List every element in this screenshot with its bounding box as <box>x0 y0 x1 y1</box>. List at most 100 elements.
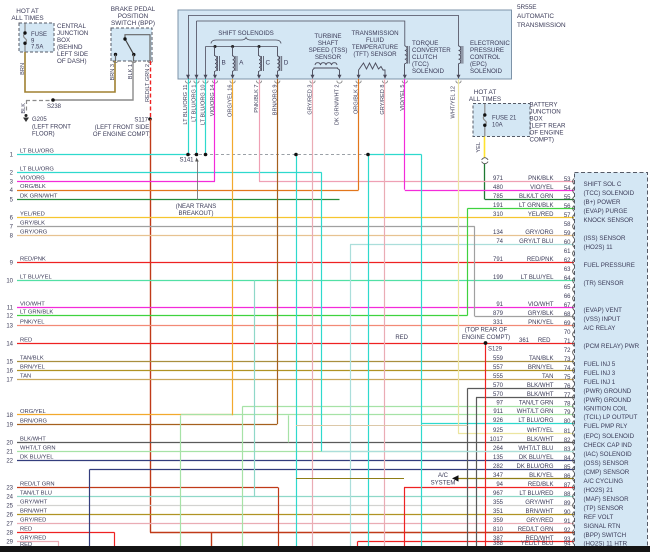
svg-text:71: 71 <box>564 339 571 345</box>
svg-text:SOLENOID: SOLENOID <box>412 68 445 75</box>
svg-text:FUEL INJ 5: FUEL INJ 5 <box>584 361 616 368</box>
svg-text:134: 134 <box>493 230 504 236</box>
svg-text:VIO/WHT: VIO/WHT <box>20 302 45 308</box>
svg-text:LT BLU/ORG: LT BLU/ORG <box>20 167 54 173</box>
svg-text:S129: S129 <box>488 347 503 353</box>
svg-text:70: 70 <box>564 330 571 336</box>
svg-text:ORG/BLK: ORG/BLK <box>20 184 46 190</box>
svg-text:92: 92 <box>564 528 571 534</box>
svg-text:FUEL PMP RLY: FUEL PMP RLY <box>584 423 628 430</box>
svg-text:1017: 1017 <box>490 437 504 443</box>
svg-text:(NEAR TRANS: (NEAR TRANS <box>176 204 217 210</box>
svg-text:GRY/BLK: GRY/BLK <box>528 311 554 317</box>
svg-text:791: 791 <box>493 257 504 263</box>
svg-text:73: 73 <box>564 357 571 363</box>
svg-text:YEL: YEL <box>476 142 482 153</box>
svg-text:62: 62 <box>564 258 571 264</box>
svg-text:264: 264 <box>493 446 504 452</box>
svg-text:IGNITION COIL: IGNITION COIL <box>584 406 628 413</box>
svg-text:83: 83 <box>564 447 571 453</box>
svg-text:PNK/YEL: PNK/YEL <box>528 320 554 326</box>
svg-text:HOT AT: HOT AT <box>474 89 497 96</box>
svg-text:67: 67 <box>564 303 571 309</box>
svg-text:POSITION: POSITION <box>118 13 149 20</box>
svg-text:RED/LT GRN: RED/LT GRN <box>20 482 55 488</box>
svg-text:(VSS) INPUT: (VSS) INPUT <box>584 316 621 323</box>
svg-text:91: 91 <box>564 519 571 525</box>
svg-text:63: 63 <box>564 267 571 273</box>
svg-text:(TCC): (TCC) <box>412 61 429 68</box>
svg-text:HOT AT: HOT AT <box>16 8 39 15</box>
svg-text:BLK 1: BLK 1 <box>128 64 134 79</box>
svg-text:PRESSURE: PRESSURE <box>470 47 504 54</box>
svg-text:29: 29 <box>6 539 13 545</box>
svg-text:65: 65 <box>564 285 571 291</box>
svg-text:LT GRN/BLK: LT GRN/BLK <box>20 310 53 316</box>
svg-text:LT BLU/RED: LT BLU/RED <box>519 491 554 497</box>
svg-text:GRY/ORG: GRY/ORG <box>20 230 48 236</box>
svg-text:FUEL INJ 3: FUEL INJ 3 <box>584 370 616 377</box>
svg-text:10A: 10A <box>492 123 503 129</box>
svg-text:66: 66 <box>564 294 571 300</box>
svg-text:387: 387 <box>493 536 504 542</box>
svg-text:93: 93 <box>564 537 571 543</box>
svg-text:74: 74 <box>496 239 503 245</box>
svg-text:TRANSMISSION: TRANSMISSION <box>351 30 398 37</box>
svg-text:BREAKOUT): BREAKOUT) <box>178 211 213 217</box>
svg-text:BLK/WHT: BLK/WHT <box>527 392 554 398</box>
svg-text:(EPC): (EPC) <box>470 61 487 68</box>
svg-text:21: 21 <box>6 449 13 455</box>
svg-text:RED: RED <box>20 338 32 344</box>
svg-text:7.5A: 7.5A <box>31 45 43 51</box>
svg-text:A/C: A/C <box>438 473 449 479</box>
svg-text:SHIFT SOL C: SHIFT SOL C <box>584 181 622 188</box>
svg-text:15: 15 <box>6 359 13 365</box>
svg-text:3: 3 <box>10 179 14 185</box>
svg-text:(TCIL) LP OUTPUT: (TCIL) LP OUTPUT <box>584 414 638 421</box>
svg-text:SWITCH (BPP): SWITCH (BPP) <box>111 20 155 27</box>
svg-text:VIO/ORG: VIO/ORG <box>20 176 45 182</box>
svg-text:CHECK CAP IND: CHECK CAP IND <box>584 442 633 449</box>
svg-text:RED/LT GRN: RED/LT GRN <box>518 527 554 533</box>
svg-text:810: 810 <box>493 527 504 533</box>
svg-text:(LEFT FRONT SIDE: (LEFT FRONT SIDE <box>95 125 149 131</box>
svg-text:G205: G205 <box>32 117 47 123</box>
svg-text:911: 911 <box>493 409 503 415</box>
svg-text:22: 22 <box>6 458 13 464</box>
svg-text:359: 359 <box>493 518 504 524</box>
svg-text:97: 97 <box>496 401 503 407</box>
svg-text:310: 310 <box>493 212 504 218</box>
svg-text:BRN: BRN <box>20 63 26 75</box>
svg-text:94: 94 <box>564 542 571 548</box>
svg-text:82: 82 <box>564 438 571 444</box>
svg-text:61: 61 <box>564 249 571 255</box>
svg-text:90: 90 <box>564 510 571 516</box>
svg-text:(LEFT FRONT: (LEFT FRONT <box>32 125 71 131</box>
svg-text:YEL/LT BLU: YEL/LT BLU <box>521 541 554 547</box>
svg-text:VIO/YEL: VIO/YEL <box>530 185 554 191</box>
svg-text:OF DASH): OF DASH) <box>57 58 87 65</box>
svg-text:13: 13 <box>6 323 13 329</box>
svg-text:GRY/RED 3: GRY/RED 3 <box>308 85 314 115</box>
svg-text:COMPT): COMPT) <box>530 137 554 144</box>
svg-text:B: B <box>222 60 226 67</box>
svg-text:(B+) POWER: (B+) POWER <box>584 199 621 206</box>
svg-text:TAN/BLK: TAN/BLK <box>529 356 554 362</box>
svg-text:YEL/RED: YEL/RED <box>528 212 554 218</box>
svg-text:926: 926 <box>493 418 504 424</box>
svg-text:ENGINE COMPT): ENGINE COMPT) <box>462 335 510 341</box>
svg-text:BOX: BOX <box>57 37 70 44</box>
svg-text:DK GRN/WHT: DK GRN/WHT <box>20 194 58 200</box>
svg-text:S141: S141 <box>180 158 195 164</box>
svg-text:GRY/RED: GRY/RED <box>20 518 46 524</box>
svg-text:LT BLU/ORG: LT BLU/ORG <box>518 418 553 424</box>
svg-text:PNK/BLK: PNK/BLK <box>528 176 553 182</box>
svg-text:RED/PNK: RED/PNK <box>527 257 554 263</box>
svg-text:FUSE 21: FUSE 21 <box>492 116 517 122</box>
svg-text:(EVAP) VENT: (EVAP) VENT <box>584 307 623 314</box>
svg-text:BLK/WHT: BLK/WHT <box>527 383 554 389</box>
svg-text:FLOOR): FLOOR) <box>32 132 55 138</box>
svg-text:PNK/YEL: PNK/YEL <box>20 320 45 326</box>
svg-text:4: 4 <box>10 188 14 194</box>
svg-text:SOLENOID: SOLENOID <box>470 68 503 75</box>
